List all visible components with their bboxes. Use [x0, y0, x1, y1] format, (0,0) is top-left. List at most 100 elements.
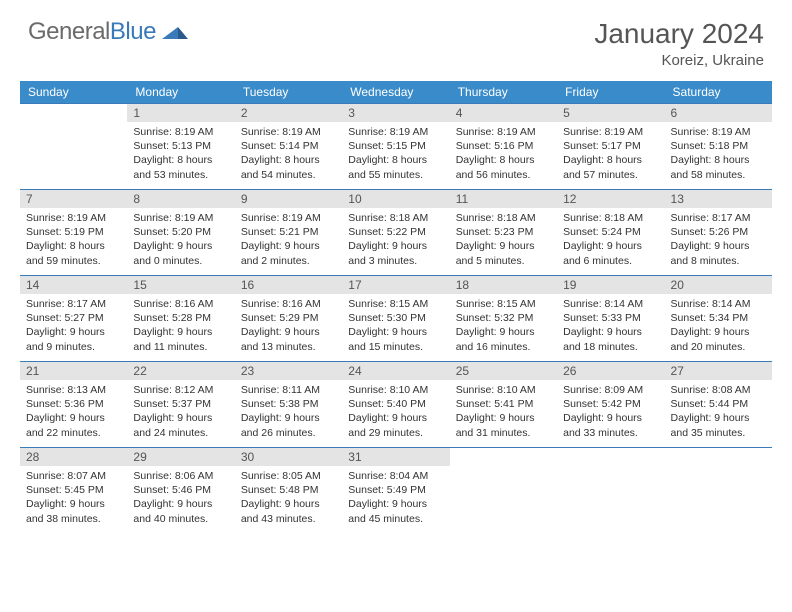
day-number: 11	[450, 190, 557, 208]
day-info: Sunrise: 8:19 AMSunset: 5:18 PMDaylight:…	[665, 122, 772, 188]
day-cell: 31Sunrise: 8:04 AMSunset: 5:49 PMDayligh…	[342, 448, 449, 534]
day-info: Sunrise: 8:19 AMSunset: 5:15 PMDaylight:…	[342, 122, 449, 188]
weekday-header: Friday	[557, 81, 664, 104]
month-title: January 2024	[594, 18, 764, 50]
logo-text: GeneralBlue	[28, 18, 156, 46]
day-info: Sunrise: 8:17 AMSunset: 5:27 PMDaylight:…	[20, 294, 127, 360]
day-info: Sunrise: 8:19 AMSunset: 5:20 PMDaylight:…	[127, 208, 234, 274]
day-cell: 30Sunrise: 8:05 AMSunset: 5:48 PMDayligh…	[235, 448, 342, 534]
weekday-header: Tuesday	[235, 81, 342, 104]
day-cell: 10Sunrise: 8:18 AMSunset: 5:22 PMDayligh…	[342, 190, 449, 276]
day-cell: 4Sunrise: 8:19 AMSunset: 5:16 PMDaylight…	[450, 104, 557, 190]
day-number: 7	[20, 190, 127, 208]
calendar-table: SundayMondayTuesdayWednesdayThursdayFrid…	[20, 81, 772, 534]
day-cell: 18Sunrise: 8:15 AMSunset: 5:32 PMDayligh…	[450, 276, 557, 362]
calendar-row: 1Sunrise: 8:19 AMSunset: 5:13 PMDaylight…	[20, 104, 772, 190]
day-number: 30	[235, 448, 342, 466]
day-number: 28	[20, 448, 127, 466]
calendar-row: 7Sunrise: 8:19 AMSunset: 5:19 PMDaylight…	[20, 190, 772, 276]
day-number: 10	[342, 190, 449, 208]
day-info: Sunrise: 8:09 AMSunset: 5:42 PMDaylight:…	[557, 380, 664, 446]
weekday-header: Wednesday	[342, 81, 449, 104]
logo-icon	[162, 21, 188, 44]
day-info: Sunrise: 8:07 AMSunset: 5:45 PMDaylight:…	[20, 466, 127, 532]
day-cell: 24Sunrise: 8:10 AMSunset: 5:40 PMDayligh…	[342, 362, 449, 448]
day-info: Sunrise: 8:14 AMSunset: 5:34 PMDaylight:…	[665, 294, 772, 360]
day-cell: 11Sunrise: 8:18 AMSunset: 5:23 PMDayligh…	[450, 190, 557, 276]
day-info: Sunrise: 8:13 AMSunset: 5:36 PMDaylight:…	[20, 380, 127, 446]
calendar-row: 28Sunrise: 8:07 AMSunset: 5:45 PMDayligh…	[20, 448, 772, 534]
day-info: Sunrise: 8:15 AMSunset: 5:30 PMDaylight:…	[342, 294, 449, 360]
weekday-header: Saturday	[665, 81, 772, 104]
day-number: 21	[20, 362, 127, 380]
day-cell: 19Sunrise: 8:14 AMSunset: 5:33 PMDayligh…	[557, 276, 664, 362]
calendar-body: 1Sunrise: 8:19 AMSunset: 5:13 PMDaylight…	[20, 104, 772, 534]
day-info: Sunrise: 8:17 AMSunset: 5:26 PMDaylight:…	[665, 208, 772, 274]
day-info: Sunrise: 8:19 AMSunset: 5:14 PMDaylight:…	[235, 122, 342, 188]
day-cell: 26Sunrise: 8:09 AMSunset: 5:42 PMDayligh…	[557, 362, 664, 448]
day-cell: 13Sunrise: 8:17 AMSunset: 5:26 PMDayligh…	[665, 190, 772, 276]
day-info: Sunrise: 8:18 AMSunset: 5:22 PMDaylight:…	[342, 208, 449, 274]
day-number: 15	[127, 276, 234, 294]
day-number: 26	[557, 362, 664, 380]
empty-cell	[20, 104, 127, 190]
day-info: Sunrise: 8:19 AMSunset: 5:16 PMDaylight:…	[450, 122, 557, 188]
day-number: 5	[557, 104, 664, 122]
day-info: Sunrise: 8:18 AMSunset: 5:24 PMDaylight:…	[557, 208, 664, 274]
day-number: 27	[665, 362, 772, 380]
day-number: 16	[235, 276, 342, 294]
day-cell: 20Sunrise: 8:14 AMSunset: 5:34 PMDayligh…	[665, 276, 772, 362]
day-cell: 6Sunrise: 8:19 AMSunset: 5:18 PMDaylight…	[665, 104, 772, 190]
day-cell: 14Sunrise: 8:17 AMSunset: 5:27 PMDayligh…	[20, 276, 127, 362]
day-number: 29	[127, 448, 234, 466]
day-cell: 27Sunrise: 8:08 AMSunset: 5:44 PMDayligh…	[665, 362, 772, 448]
day-cell: 23Sunrise: 8:11 AMSunset: 5:38 PMDayligh…	[235, 362, 342, 448]
empty-cell	[665, 448, 772, 534]
day-cell: 3Sunrise: 8:19 AMSunset: 5:15 PMDaylight…	[342, 104, 449, 190]
logo-part1: General	[28, 18, 110, 45]
weekday-header: Sunday	[20, 81, 127, 104]
day-number: 1	[127, 104, 234, 122]
weekday-header: Thursday	[450, 81, 557, 104]
day-info: Sunrise: 8:15 AMSunset: 5:32 PMDaylight:…	[450, 294, 557, 360]
day-info: Sunrise: 8:18 AMSunset: 5:23 PMDaylight:…	[450, 208, 557, 274]
day-info: Sunrise: 8:14 AMSunset: 5:33 PMDaylight:…	[557, 294, 664, 360]
day-info: Sunrise: 8:16 AMSunset: 5:28 PMDaylight:…	[127, 294, 234, 360]
logo-part2: Blue	[110, 18, 156, 45]
calendar-row: 21Sunrise: 8:13 AMSunset: 5:36 PMDayligh…	[20, 362, 772, 448]
weekday-header: Monday	[127, 81, 234, 104]
empty-cell	[450, 448, 557, 534]
day-cell: 1Sunrise: 8:19 AMSunset: 5:13 PMDaylight…	[127, 104, 234, 190]
empty-cell	[557, 448, 664, 534]
title-block: January 2024 Koreiz, Ukraine	[594, 18, 764, 69]
day-number: 2	[235, 104, 342, 122]
day-number: 24	[342, 362, 449, 380]
day-info: Sunrise: 8:10 AMSunset: 5:41 PMDaylight:…	[450, 380, 557, 446]
day-number: 12	[557, 190, 664, 208]
day-info: Sunrise: 8:19 AMSunset: 5:19 PMDaylight:…	[20, 208, 127, 274]
day-cell: 7Sunrise: 8:19 AMSunset: 5:19 PMDaylight…	[20, 190, 127, 276]
day-info: Sunrise: 8:05 AMSunset: 5:48 PMDaylight:…	[235, 466, 342, 532]
day-info: Sunrise: 8:11 AMSunset: 5:38 PMDaylight:…	[235, 380, 342, 446]
day-number: 6	[665, 104, 772, 122]
day-cell: 17Sunrise: 8:15 AMSunset: 5:30 PMDayligh…	[342, 276, 449, 362]
day-cell: 12Sunrise: 8:18 AMSunset: 5:24 PMDayligh…	[557, 190, 664, 276]
day-info: Sunrise: 8:06 AMSunset: 5:46 PMDaylight:…	[127, 466, 234, 532]
weekday-header-row: SundayMondayTuesdayWednesdayThursdayFrid…	[20, 81, 772, 104]
day-number: 18	[450, 276, 557, 294]
day-cell: 8Sunrise: 8:19 AMSunset: 5:20 PMDaylight…	[127, 190, 234, 276]
day-number: 23	[235, 362, 342, 380]
day-info: Sunrise: 8:08 AMSunset: 5:44 PMDaylight:…	[665, 380, 772, 446]
day-number: 19	[557, 276, 664, 294]
day-number: 14	[20, 276, 127, 294]
day-number: 9	[235, 190, 342, 208]
day-info: Sunrise: 8:04 AMSunset: 5:49 PMDaylight:…	[342, 466, 449, 532]
day-info: Sunrise: 8:12 AMSunset: 5:37 PMDaylight:…	[127, 380, 234, 446]
day-info: Sunrise: 8:19 AMSunset: 5:17 PMDaylight:…	[557, 122, 664, 188]
day-cell: 15Sunrise: 8:16 AMSunset: 5:28 PMDayligh…	[127, 276, 234, 362]
day-number: 31	[342, 448, 449, 466]
day-info: Sunrise: 8:16 AMSunset: 5:29 PMDaylight:…	[235, 294, 342, 360]
day-number: 3	[342, 104, 449, 122]
day-cell: 29Sunrise: 8:06 AMSunset: 5:46 PMDayligh…	[127, 448, 234, 534]
day-number: 20	[665, 276, 772, 294]
